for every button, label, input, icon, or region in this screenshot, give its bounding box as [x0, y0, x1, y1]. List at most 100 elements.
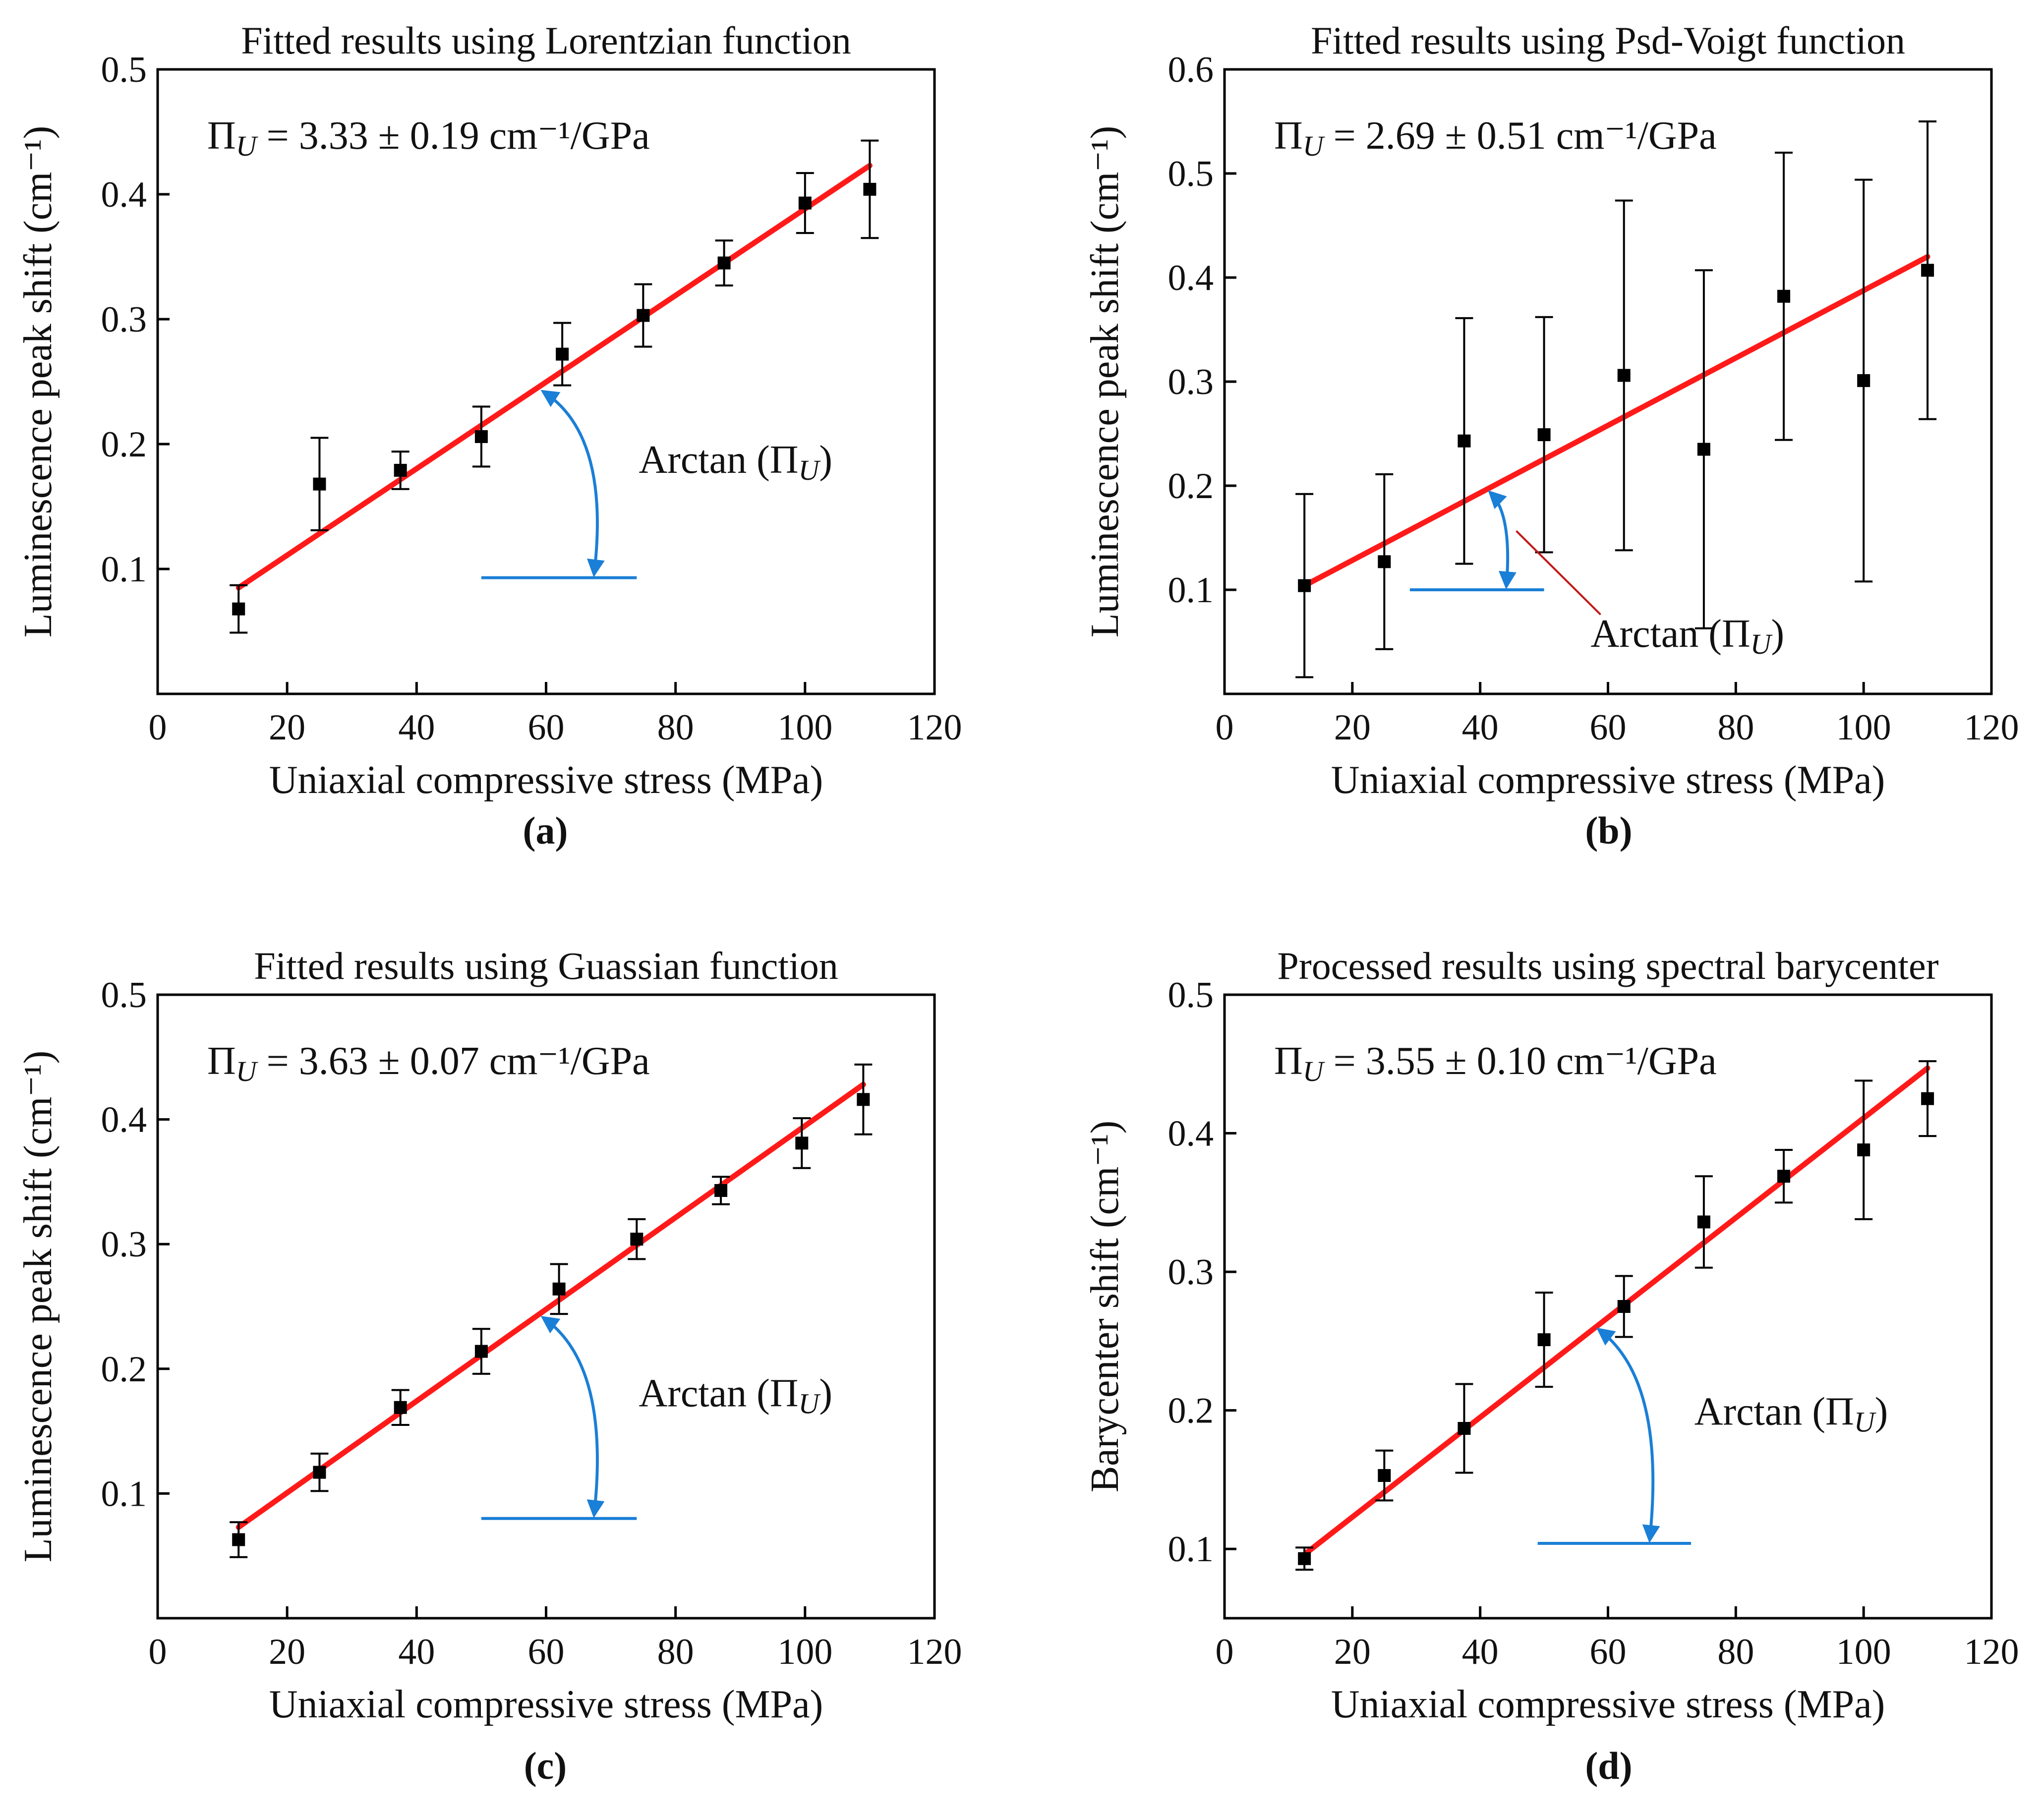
- slope-equation: ΠU = 3.55 ± 0.10 cm⁻¹/GPa: [1274, 1039, 1717, 1087]
- x-tick-label: 40: [1462, 707, 1499, 748]
- x-tick-label: 0: [1216, 1632, 1234, 1672]
- arctan-annotation: Arctan (ΠU): [1694, 1390, 1888, 1438]
- data-point: [1857, 374, 1870, 387]
- data-point: [1617, 369, 1631, 382]
- y-tick-label: 0.6: [1168, 50, 1214, 90]
- y-tick-label: 0.1: [101, 1473, 147, 1514]
- data-point: [1921, 264, 1934, 277]
- x-axis-label: Uniaxial compressive stress (MPa): [1331, 758, 1885, 802]
- x-tick-label: 100: [777, 1632, 832, 1672]
- angle-arrow: [540, 390, 605, 577]
- equation-subscript: U: [1303, 130, 1326, 162]
- angle-arrow: [1596, 1327, 1660, 1543]
- arctan-prefix: Arctan (Π: [639, 438, 798, 482]
- y-axis-label: Luminescence peak shift (cm⁻¹): [1083, 126, 1127, 637]
- slope-equation: ΠU = 3.63 ± 0.07 cm⁻¹/GPa: [207, 1039, 650, 1087]
- y-tick-label: 0.4: [101, 174, 147, 215]
- data-point: [313, 1466, 326, 1479]
- x-tick-label: 120: [907, 707, 962, 748]
- x-tick-label: 60: [1590, 1632, 1627, 1672]
- chart-title: Processed results using spectral barycen…: [1277, 944, 1938, 987]
- data-point: [474, 1345, 488, 1358]
- data-point: [714, 1184, 728, 1197]
- x-tick-label: 0: [149, 1632, 167, 1672]
- y-tick-label: 0.2: [1168, 466, 1214, 507]
- data-point: [717, 256, 731, 270]
- equation-symbol: Π: [207, 1039, 236, 1083]
- y-tick-label: 0.2: [1168, 1391, 1214, 1431]
- x-tick-label: 80: [657, 1632, 694, 1672]
- arctan-prefix: Arctan (Π: [639, 1371, 798, 1415]
- y-axis-label: Luminescence peak shift (cm⁻¹): [16, 126, 60, 637]
- y-tick-label: 0.4: [1168, 258, 1214, 298]
- x-tick-label: 40: [1462, 1632, 1499, 1672]
- x-tick-label: 0: [1216, 707, 1234, 748]
- x-axis-label: Uniaxial compressive stress (MPa): [269, 1683, 823, 1726]
- data-point: [556, 347, 569, 361]
- chart-panel-c: Fitted results using Guassian function 0 2…: [16, 944, 962, 1787]
- x-tick-label: 60: [528, 707, 565, 748]
- equation-value: = 3.55 ± 0.10 cm⁻¹/GPa: [1324, 1039, 1717, 1083]
- annotation-pointer: [1516, 530, 1601, 616]
- arctan-subscript: U: [1854, 1406, 1877, 1438]
- slope-equation: ΠU = 2.69 ± 0.51 cm⁻¹/GPa: [1274, 114, 1717, 162]
- y-tick-label: 0.5: [1168, 975, 1214, 1016]
- data-point: [798, 196, 812, 210]
- chart-title: Fitted results using Guassian function: [254, 944, 838, 987]
- equation-symbol: Π: [207, 114, 236, 158]
- panel-label: (d): [1585, 1744, 1632, 1787]
- equation-subscript: U: [1303, 1055, 1326, 1087]
- arctan-suffix: ): [1771, 612, 1785, 656]
- data-point: [1777, 289, 1791, 303]
- x-tick-label: 20: [1334, 707, 1371, 748]
- arctan-annotation: Arctan (ΠU): [639, 438, 832, 486]
- chart-title: Fitted results using Lorentzian function: [241, 19, 851, 62]
- y-tick-label: 0.4: [1168, 1114, 1214, 1154]
- equation-subscript: U: [236, 130, 259, 162]
- data-point: [474, 430, 488, 443]
- data-point: [232, 1533, 245, 1546]
- chart-title: Fitted results using Psd-Voigt function: [1311, 19, 1905, 62]
- data-point: [1697, 1215, 1710, 1229]
- y-tick-label: 0.3: [1168, 362, 1214, 402]
- y-tick-label: 0.2: [101, 424, 147, 465]
- data-point: [1697, 443, 1710, 456]
- y-tick-label: 0.5: [101, 975, 147, 1016]
- data-point: [1298, 1552, 1311, 1565]
- x-tick-label: 60: [1590, 707, 1627, 748]
- x-tick-label: 0: [149, 707, 167, 748]
- y-tick-label: 0.2: [101, 1349, 147, 1390]
- angle-arrow: [1488, 490, 1517, 590]
- data-point: [394, 463, 407, 477]
- x-tick-label: 20: [269, 707, 305, 748]
- slope-equation: ΠU = 3.33 ± 0.19 cm⁻¹/GPa: [207, 114, 650, 162]
- x-tick-label: 60: [528, 1632, 565, 1672]
- arctan-annotation: Arctan (ΠU): [1591, 612, 1785, 660]
- arctan-subscript: U: [799, 454, 821, 486]
- equation-symbol: Π: [1274, 114, 1303, 158]
- y-tick-label: 0.5: [1168, 154, 1214, 194]
- x-axis-label: Uniaxial compressive stress (MPa): [1331, 1683, 1885, 1726]
- y-tick-label: 0.3: [101, 1224, 147, 1265]
- arctan-suffix: ): [1875, 1390, 1888, 1434]
- fit-line: [235, 163, 873, 591]
- arctan-annotation: Arctan (ΠU): [639, 1371, 832, 1419]
- arctan-suffix: ): [819, 438, 832, 482]
- x-tick-label: 40: [398, 707, 435, 748]
- arctan-suffix: ): [819, 1371, 832, 1415]
- chart-panel-b: Fitted results using Psd-Voigt function 0…: [1083, 19, 2019, 852]
- x-tick-label: 120: [907, 1632, 962, 1672]
- x-tick-label: 120: [1964, 707, 2019, 748]
- data-point: [552, 1282, 566, 1296]
- x-tick-label: 120: [1964, 1632, 2019, 1672]
- plot-frame: [1223, 68, 1993, 695]
- equation-value: = 2.69 ± 0.51 cm⁻¹/GPa: [1324, 114, 1717, 158]
- panel-label: (a): [523, 809, 568, 852]
- data-point: [394, 1401, 407, 1414]
- angle-arrow: [540, 1315, 605, 1518]
- panel-label: (b): [1585, 809, 1632, 852]
- data-point: [1458, 434, 1471, 448]
- y-tick-label: 0.3: [1168, 1252, 1214, 1293]
- arctan-prefix: Arctan (Π: [1591, 612, 1751, 656]
